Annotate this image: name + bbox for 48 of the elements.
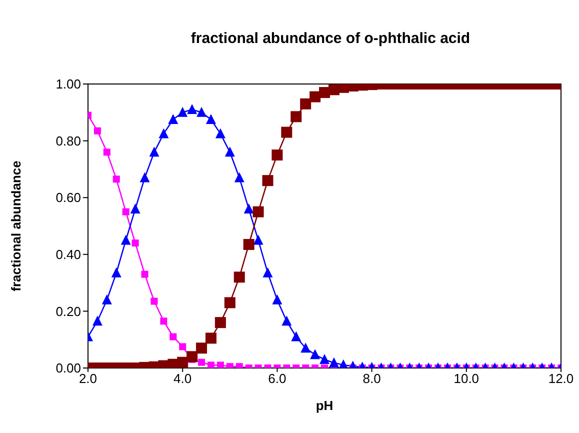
- point: [300, 342, 311, 353]
- y-tick-label: 0.40: [56, 247, 81, 262]
- point: [111, 267, 122, 278]
- y-axis-title: fractional abundance: [8, 160, 24, 292]
- point: [272, 294, 282, 304]
- x-tick-label: 2.0: [78, 371, 98, 386]
- y-tick-label: 0.20: [56, 304, 81, 319]
- x-tick-label: 12.0: [548, 371, 574, 386]
- point: [102, 294, 112, 304]
- x-axis-title: pH: [316, 398, 334, 413]
- point: [310, 349, 320, 360]
- point: [132, 240, 139, 247]
- point: [243, 238, 254, 250]
- point: [320, 354, 330, 364]
- point: [170, 333, 177, 340]
- point: [252, 206, 264, 218]
- point: [328, 357, 339, 368]
- point: [262, 175, 274, 186]
- y-tick-label: 1.00: [56, 76, 81, 92]
- point: [92, 316, 102, 326]
- point: [103, 148, 110, 156]
- point: [253, 234, 264, 245]
- point: [214, 317, 226, 328]
- point: [120, 234, 131, 245]
- y-tick-label: 0.00: [56, 360, 81, 376]
- point: [282, 316, 292, 326]
- point: [262, 267, 273, 278]
- point: [140, 172, 150, 182]
- point: [234, 172, 244, 182]
- x-tick-label: 6.0: [268, 371, 286, 386]
- x-tick-label: 4.0: [174, 371, 192, 386]
- point: [224, 297, 236, 308]
- point: [141, 270, 148, 278]
- point: [130, 203, 140, 214]
- point: [112, 176, 120, 183]
- point: [272, 150, 283, 160]
- point: [160, 318, 168, 325]
- y-tick-label: 0.60: [56, 190, 81, 206]
- point: [122, 208, 130, 216]
- point: [291, 331, 302, 342]
- x-tick-label: 8.0: [362, 371, 381, 386]
- point: [244, 203, 254, 214]
- point: [234, 272, 245, 283]
- chart-title: fractional abundance of o-phthalic acid: [190, 30, 472, 47]
- y-tick-label: 0.80: [56, 133, 81, 148]
- x-tick-label: 10.0: [454, 371, 480, 386]
- point: [338, 359, 348, 368]
- point: [150, 298, 158, 305]
